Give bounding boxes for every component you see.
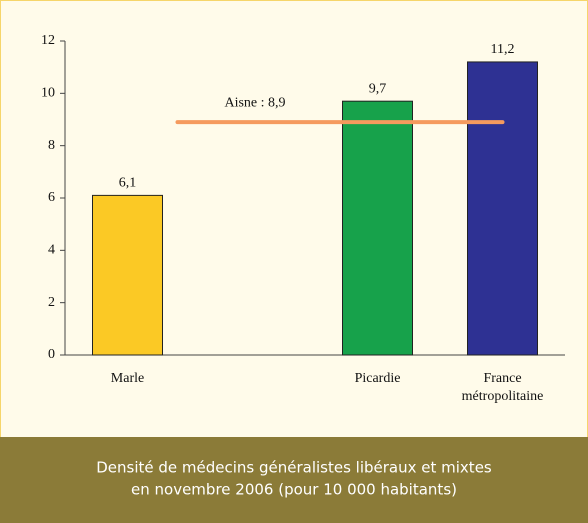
value-label: 6,1 <box>119 176 137 191</box>
y-tick-label: 10 <box>41 86 55 101</box>
y-tick-label: 6 <box>48 190 55 205</box>
reference-label: Aisne : 8,9 <box>224 95 285 110</box>
y-tick-label: 8 <box>48 138 55 153</box>
chart-title: Densité de médecins généralistes libérau… <box>96 459 492 477</box>
bar <box>92 194 163 356</box>
y-tick-label: 12 <box>41 33 55 48</box>
y-tick-label: 0 <box>48 347 55 362</box>
bar <box>467 61 538 356</box>
y-tick-label: 2 <box>48 295 55 310</box>
x-tick-label: Picardie <box>355 371 401 386</box>
x-tick-label: Marle <box>111 371 144 386</box>
value-label: 11,2 <box>491 42 515 57</box>
bar <box>342 100 413 356</box>
value-label: 9,7 <box>369 81 387 96</box>
x-tick-label: France métropolitaine <box>462 371 544 404</box>
y-tick-label: 4 <box>48 243 55 258</box>
caption-band <box>0 437 588 523</box>
chart-title: en novembre 2006 (pour 10 000 habitants) <box>131 481 457 499</box>
